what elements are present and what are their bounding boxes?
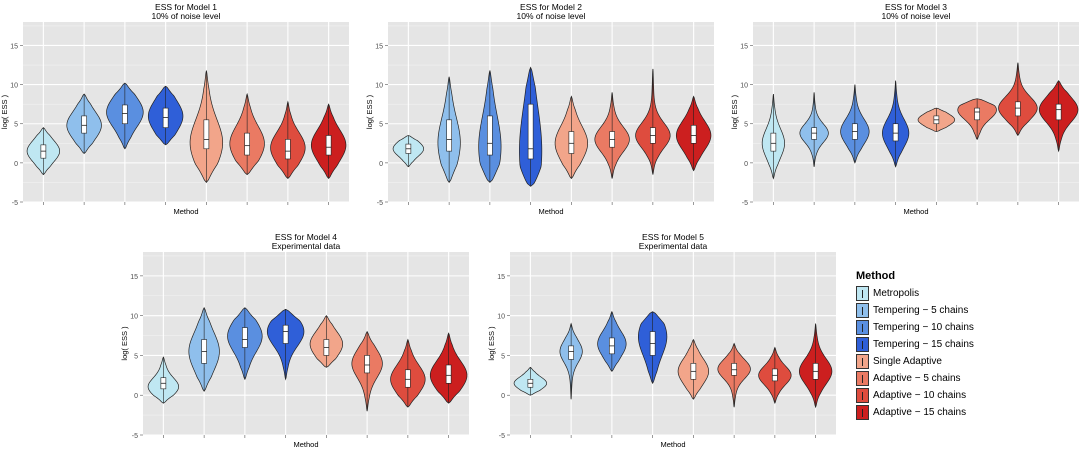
y-tick-label: 0 — [744, 161, 748, 168]
panel-background — [388, 22, 714, 202]
violin-box — [445, 364, 452, 384]
violin-box — [242, 327, 248, 348]
y-tick-label: 10 — [497, 314, 505, 321]
y-tick-label: 15 — [497, 274, 505, 281]
legend-item: Tempering − 15 chains — [856, 336, 1080, 353]
violin-box — [1055, 103, 1062, 121]
y-tick-label: 15 — [10, 43, 18, 50]
legend-item: Single Adaptive — [856, 353, 1080, 370]
legend-key-adaptive-15 — [856, 405, 869, 420]
violin-box — [446, 119, 452, 152]
y-tick-label: -5 — [742, 200, 748, 207]
legend-key-adaptive-10 — [856, 388, 869, 403]
y-tick-label: 5 — [379, 122, 383, 129]
legend-label: Tempering − 10 chains — [873, 322, 974, 333]
x-axis-label: Method — [293, 440, 318, 449]
legend: Method Metropolis Tempering − 5 chains T… — [856, 270, 1080, 421]
legend-item: Tempering − 10 chains — [856, 319, 1080, 336]
y-axis-label: log( ESS ) — [120, 326, 129, 361]
violin-box — [690, 125, 697, 144]
legend-item: Metropolis — [856, 285, 1080, 302]
panel-title: ESS for Model 5 — [642, 232, 704, 242]
panel-subtitle: 10% of noise level — [152, 11, 221, 21]
legend-key-metropolis — [856, 286, 869, 301]
y-tick-label: 10 — [130, 314, 138, 321]
violin-box — [527, 103, 534, 160]
panel-background — [23, 22, 349, 202]
y-tick-label: -5 — [499, 433, 505, 440]
y-tick-label: 5 — [744, 122, 748, 129]
legend-label: Adaptive − 5 chains — [873, 373, 961, 384]
panel-subtitle: Experimental data — [639, 241, 708, 251]
violin-box — [81, 115, 87, 134]
legend-label: Adaptive − 15 chains — [873, 407, 967, 418]
y-tick-label: -5 — [132, 433, 138, 440]
legend-item: Adaptive − 10 chains — [856, 387, 1080, 404]
y-tick-label: 5 — [134, 353, 138, 360]
violin-box — [487, 115, 493, 156]
legend-key-tempering-5 — [856, 303, 869, 318]
y-axis-label: log( ESS ) — [365, 94, 374, 129]
panel-title: ESS for Model 2 — [520, 2, 582, 12]
y-tick-label: 5 — [501, 353, 505, 360]
violin-box — [203, 119, 210, 150]
legend-label: Tempering − 15 chains — [873, 339, 974, 350]
legend-key-adaptive-5 — [856, 371, 869, 386]
y-tick-label: 15 — [740, 43, 748, 50]
y-tick-label: 10 — [10, 83, 18, 90]
y-axis-label: log( ESS ) — [487, 326, 496, 361]
y-tick-label: 5 — [14, 122, 18, 129]
legend-label: Adaptive − 10 chains — [873, 390, 967, 401]
y-tick-label: 0 — [134, 393, 138, 400]
legend-item: Adaptive − 5 chains — [856, 370, 1080, 387]
y-tick-label: 15 — [130, 274, 138, 281]
violin-box — [244, 132, 250, 156]
y-tick-label: 10 — [740, 83, 748, 90]
violin-box — [568, 345, 574, 360]
panel-subtitle: 10% of noise level — [882, 11, 951, 21]
legend-key-single-adaptive — [856, 354, 869, 369]
y-tick-label: 0 — [14, 161, 18, 168]
panel-title: ESS for Model 3 — [885, 2, 947, 12]
violin-box — [122, 104, 128, 125]
violin-box — [325, 135, 332, 156]
y-tick-label: 0 — [379, 161, 383, 168]
violin-box — [892, 123, 899, 142]
legend-label: Single Adaptive — [873, 356, 942, 367]
y-axis-label: log( ESS ) — [0, 94, 9, 129]
violin-box — [1015, 101, 1021, 117]
x-axis-label: Method — [538, 207, 563, 216]
legend-label: Tempering − 5 chains — [873, 305, 969, 316]
violin-box — [285, 139, 291, 160]
panel-subtitle: Experimental data — [272, 241, 341, 251]
x-axis-label: Method — [903, 207, 928, 216]
legend-key-tempering-10 — [856, 320, 869, 335]
legend-label: Metropolis — [873, 288, 920, 299]
y-tick-label: 10 — [375, 83, 383, 90]
violin-box — [405, 369, 411, 388]
legend-item: Adaptive − 15 chains — [856, 404, 1080, 421]
y-tick-label: -5 — [12, 200, 18, 207]
legend-item: Tempering − 5 chains — [856, 302, 1080, 319]
violin-box — [364, 355, 370, 374]
y-tick-label: 0 — [501, 393, 505, 400]
legend-title: Method — [856, 270, 896, 282]
y-tick-label: -5 — [377, 200, 383, 207]
violin-box — [974, 107, 980, 121]
y-tick-label: 15 — [375, 43, 383, 50]
y-axis-label: log( ESS ) — [730, 94, 739, 129]
x-axis-label: Method — [660, 440, 685, 449]
panel-subtitle: 10% of noise level — [517, 11, 586, 21]
violin-box — [568, 131, 575, 154]
panel-background — [510, 252, 836, 435]
legend-key-tempering-15 — [856, 337, 869, 352]
panel-title: ESS for Model 1 — [155, 2, 217, 12]
violin-box — [282, 324, 289, 344]
panel-title: ESS for Model 4 — [275, 232, 337, 242]
x-axis-label: Method — [173, 207, 198, 216]
violin-box — [770, 132, 777, 152]
